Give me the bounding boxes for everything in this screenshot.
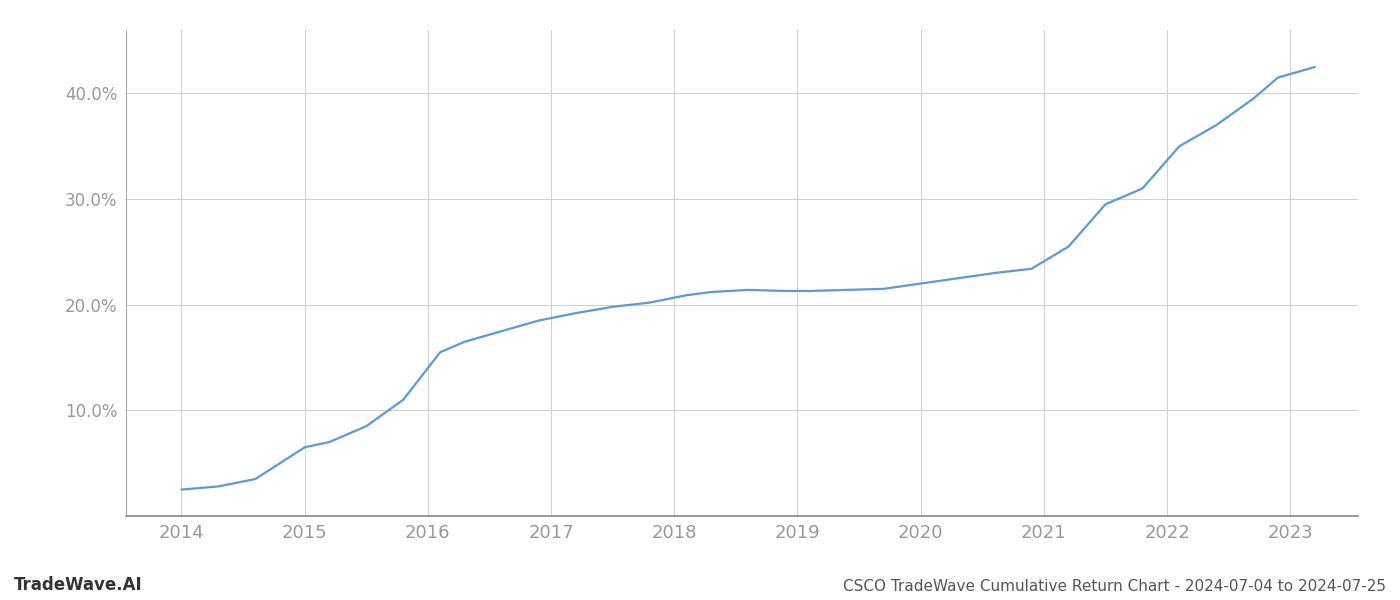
Text: TradeWave.AI: TradeWave.AI: [14, 576, 143, 594]
Text: CSCO TradeWave Cumulative Return Chart - 2024-07-04 to 2024-07-25: CSCO TradeWave Cumulative Return Chart -…: [843, 579, 1386, 594]
